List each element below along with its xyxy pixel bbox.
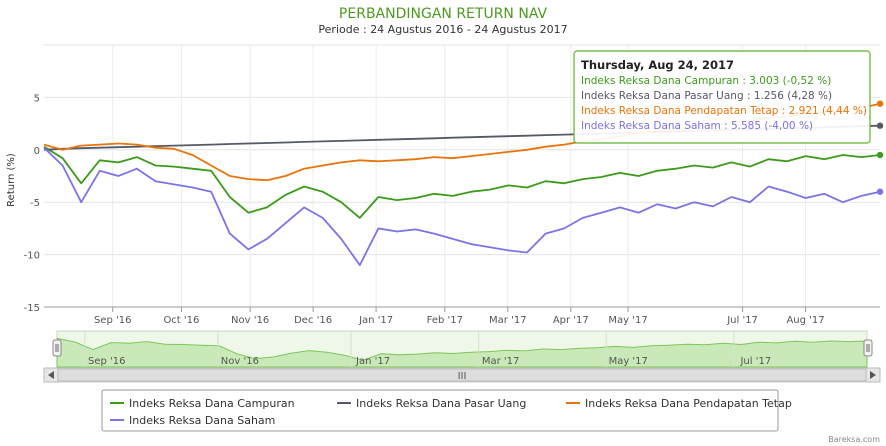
legend-item-pendapatan-tetap[interactable]: Indeks Reksa Dana Pendapatan Tetap <box>585 397 792 410</box>
y-tick-label: -5 <box>30 198 40 209</box>
tooltip: Thursday, Aug 24, 2017 Indeks Reksa Dana… <box>573 50 871 144</box>
x-tick-label: Sep '16 <box>94 315 132 326</box>
navigator[interactable]: Sep '16 Nov '16 Jan '17 Mar '17 May '17 Jul '… <box>52 330 873 368</box>
scrollbar-thumb[interactable] <box>57 368 867 382</box>
x-tick-label: Mar '17 <box>489 315 527 326</box>
navigator-left-handle[interactable] <box>52 339 62 357</box>
x-axis-ticks: Sep '16 Oct '16 Nov '16 Dec '16 Jan '17 Feb '… <box>44 306 880 326</box>
y-tick-label: 5 <box>34 93 40 104</box>
legend[interactable]: Indeks Reksa Dana Campuran Indeks Reksa … <box>101 389 792 432</box>
series-line-0[interactable] <box>43 145 881 219</box>
series-endpoint-0[interactable] <box>876 151 884 159</box>
y-axis-label: Return (%) <box>6 153 17 207</box>
series-line-3[interactable] <box>43 147 881 267</box>
legend-frame <box>101 389 779 432</box>
scrollbar[interactable]: III <box>43 367 881 383</box>
y-tick-label: 0 <box>34 146 40 157</box>
x-tick-label: Jul '17 <box>726 315 758 326</box>
scroll-left-arrow-icon <box>48 371 54 379</box>
series-endpoint-2[interactable] <box>876 100 884 107</box>
series-endpoint-1[interactable] <box>876 122 884 129</box>
x-tick-label: Apr '17 <box>553 315 589 326</box>
navigator-tick-label: Sep '16 <box>88 356 126 367</box>
navigator-tick-label: Mar '17 <box>482 356 520 367</box>
tooltip-line-campuran: Indeks Reksa Dana Campuran : 3.003 (-0,5… <box>581 75 831 87</box>
navigator-tick-label: Jan '17 <box>355 356 390 367</box>
x-tick-label: Dec '16 <box>294 315 332 326</box>
y-tick-label: -10 <box>24 251 40 262</box>
y-tick-label: -15 <box>24 303 40 314</box>
legend-item-saham[interactable]: Indeks Reksa Dana Saham <box>129 414 275 427</box>
x-tick-label: Oct '16 <box>163 315 199 326</box>
navigator-ticks: Sep '16 Nov '16 Jan '17 Mar '17 May '17 Jul '… <box>84 331 771 367</box>
credit-label[interactable]: Bareksa.com <box>828 435 880 444</box>
navigator-tick-label: Jul '17 <box>739 356 771 367</box>
chart-title: PERBANDINGAN RETURN NAV <box>339 6 548 22</box>
x-tick-label: Aug '17 <box>786 315 824 326</box>
scroll-right-arrow-icon <box>870 371 876 379</box>
tooltip-box <box>573 50 871 144</box>
chart-subtitle: Periode : 24 Agustus 2016 - 24 Agustus 2… <box>318 23 567 36</box>
legend-item-campuran[interactable]: Indeks Reksa Dana Campuran <box>129 397 295 410</box>
scrollbar-grip: III <box>458 371 467 382</box>
navigator-tick-label: Nov '16 <box>221 356 259 367</box>
y-axis-ticks: 5 0 -5 -10 -15 <box>24 93 40 314</box>
tooltip-line-pasar-uang: Indeks Reksa Dana Pasar Uang : 1.256 (4,… <box>581 90 832 102</box>
x-tick-label: May '17 <box>608 315 647 326</box>
navigator-series-area <box>56 337 868 368</box>
x-tick-label: Feb '17 <box>427 315 463 326</box>
tooltip-line-pendapatan-tetap: Indeks Reksa Dana Pendapatan Tetap : 2.9… <box>581 105 867 117</box>
x-tick-label: Nov '16 <box>231 315 269 326</box>
series-endpoint-3[interactable] <box>876 188 884 195</box>
tooltip-line-saham: Indeks Reksa Dana Saham : 5.585 (-4,00 %… <box>581 120 813 132</box>
legend-item-pasar-uang[interactable]: Indeks Reksa Dana Pasar Uang <box>356 397 526 410</box>
x-tick-label: Jan '17 <box>358 315 393 326</box>
navigator-right-handle[interactable] <box>863 339 873 357</box>
navigator-tick-label: May '17 <box>609 356 648 367</box>
tooltip-header: Thursday, Aug 24, 2017 <box>581 58 734 72</box>
